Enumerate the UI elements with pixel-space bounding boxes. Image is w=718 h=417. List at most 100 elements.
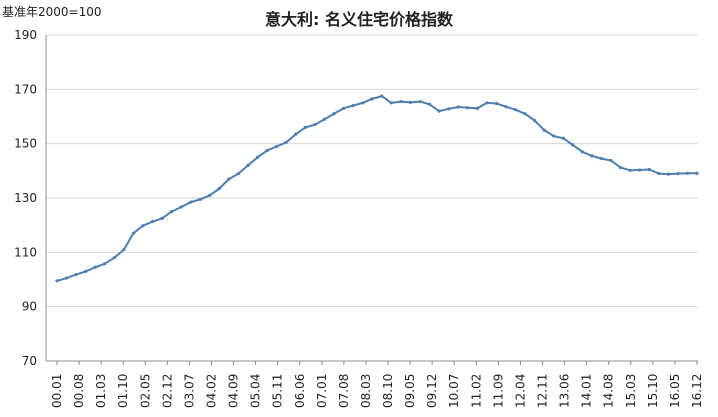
data-point bbox=[265, 148, 269, 153]
data-point bbox=[189, 200, 193, 204]
x-tick-label: 00.01 bbox=[50, 374, 64, 408]
data-point bbox=[141, 224, 145, 228]
x-tick-label: 01.03 bbox=[94, 374, 108, 408]
x-tick-label: 08.03 bbox=[359, 374, 373, 408]
data-point bbox=[494, 101, 499, 106]
x-tick-label: 09.05 bbox=[403, 374, 417, 408]
data-point bbox=[618, 165, 623, 170]
x-tick-label: 07.08 bbox=[337, 374, 351, 408]
data-point bbox=[638, 168, 642, 172]
data-point bbox=[64, 276, 69, 280]
y-tick-label: 170 bbox=[14, 82, 37, 96]
x-axis bbox=[45, 35, 698, 362]
data-point bbox=[380, 94, 384, 98]
data-point bbox=[475, 106, 479, 110]
y-tick-label: 150 bbox=[14, 137, 37, 151]
y-tick-label: 110 bbox=[14, 245, 37, 259]
data-point bbox=[361, 101, 365, 105]
data-point bbox=[580, 150, 584, 154]
y-tick-label: 190 bbox=[14, 28, 37, 42]
y-tick-label: 70 bbox=[22, 354, 37, 368]
data-point bbox=[103, 262, 107, 266]
data-point bbox=[55, 279, 59, 283]
data-point bbox=[542, 128, 546, 132]
x-tick-label: 15.10 bbox=[646, 374, 660, 408]
data-point bbox=[303, 125, 307, 129]
data-point bbox=[313, 123, 317, 127]
chart-title: 意大利: 名义住宅价格指数 bbox=[265, 10, 454, 29]
data-point bbox=[389, 101, 393, 105]
data-point bbox=[695, 171, 699, 175]
y-axis: 70 90 110 130 150 170 190 bbox=[14, 28, 37, 368]
data-point bbox=[208, 193, 212, 197]
data-point bbox=[160, 216, 164, 220]
data-point bbox=[447, 107, 451, 111]
data-point bbox=[456, 105, 460, 109]
x-tick-label: 11.09 bbox=[491, 374, 505, 408]
data-point bbox=[236, 171, 241, 176]
data-point bbox=[571, 143, 575, 147]
x-tick-label: 12.11 bbox=[536, 374, 550, 408]
data-point bbox=[561, 136, 565, 140]
data-point bbox=[418, 99, 422, 104]
data-point bbox=[590, 154, 594, 158]
data-point bbox=[676, 171, 680, 176]
y-tick-label: 90 bbox=[22, 300, 37, 314]
data-point bbox=[408, 100, 413, 104]
series-line bbox=[56, 95, 697, 282]
data-point bbox=[122, 248, 126, 252]
x-tick-label: 13.06 bbox=[558, 374, 572, 408]
x-tick-label: 12.04 bbox=[513, 374, 527, 408]
data-point bbox=[485, 101, 489, 105]
data-point bbox=[341, 106, 346, 110]
data-point bbox=[504, 105, 508, 109]
x-tick-label: 15.03 bbox=[624, 374, 638, 408]
data-point bbox=[628, 168, 632, 172]
data-point bbox=[170, 209, 174, 214]
x-tick-label: 06.06 bbox=[293, 374, 307, 408]
data-point bbox=[227, 177, 231, 181]
data-point bbox=[552, 134, 556, 138]
data-point bbox=[198, 197, 202, 201]
data-point bbox=[370, 97, 374, 101]
data-point bbox=[112, 256, 116, 260]
x-tick-label: 07.01 bbox=[315, 374, 329, 408]
data-point bbox=[150, 220, 155, 224]
data-point bbox=[647, 167, 651, 172]
grid-lines bbox=[46, 34, 698, 308]
x-tick-label: 02.05 bbox=[138, 374, 152, 408]
data-point bbox=[131, 231, 136, 235]
x-tick-label: 14.01 bbox=[580, 374, 594, 408]
unit-label: 基准年2000=100 bbox=[2, 5, 102, 19]
data-point bbox=[685, 171, 690, 175]
y-tick-label: 130 bbox=[14, 191, 37, 205]
data-point bbox=[255, 155, 260, 159]
x-tick-label: 14.08 bbox=[602, 374, 616, 408]
x-tick-label: 05.11 bbox=[271, 374, 285, 408]
data-point bbox=[466, 106, 470, 110]
data-point bbox=[513, 108, 518, 112]
data-point bbox=[246, 163, 250, 167]
data-point bbox=[294, 132, 298, 136]
data-point bbox=[437, 109, 441, 113]
data-point bbox=[322, 117, 327, 121]
x-tick-label: 01.10 bbox=[116, 374, 130, 408]
data-point bbox=[84, 269, 88, 273]
data-point bbox=[533, 118, 537, 123]
data-point bbox=[179, 205, 183, 209]
x-tick-label: 10.07 bbox=[447, 374, 461, 408]
x-tick-label: 09.12 bbox=[425, 374, 439, 408]
series-layer bbox=[55, 94, 699, 283]
data-point bbox=[399, 99, 403, 104]
data-point bbox=[217, 186, 221, 191]
data-point bbox=[332, 112, 336, 116]
data-point bbox=[666, 172, 670, 176]
data-point bbox=[609, 158, 613, 163]
data-point bbox=[275, 144, 279, 148]
data-point bbox=[284, 140, 288, 144]
data-point bbox=[523, 112, 527, 116]
data-point bbox=[74, 273, 78, 277]
x-tick-label: 05.04 bbox=[249, 374, 263, 408]
x-tick-label: 02.12 bbox=[160, 374, 174, 408]
